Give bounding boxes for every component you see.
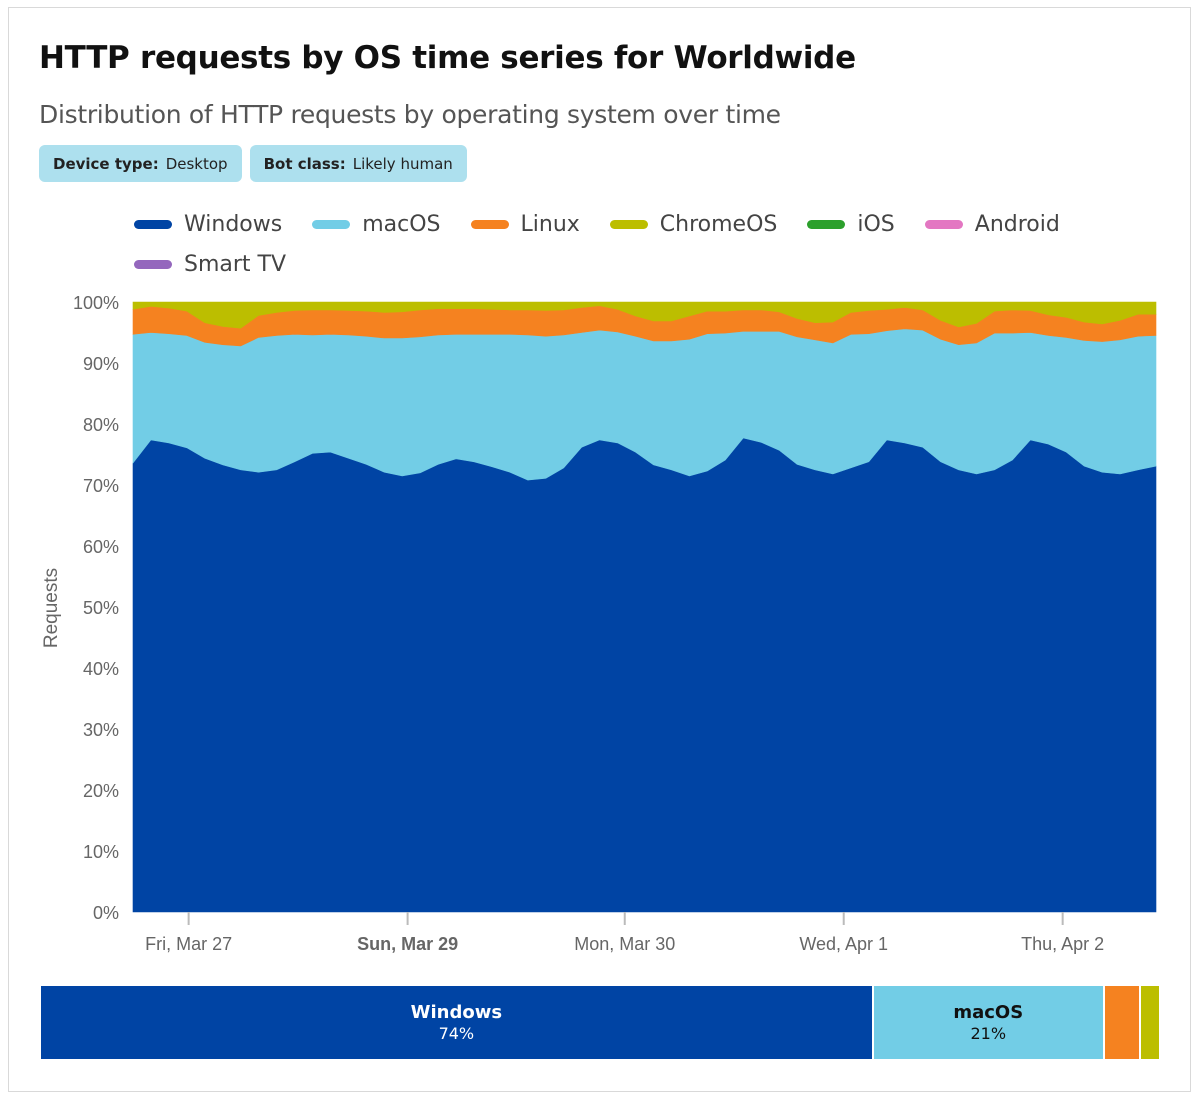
x-tick-label: Wed, Apr 1 [799, 934, 888, 954]
y-tick-label: 0% [93, 903, 119, 923]
filter-chip-device-type[interactable]: Device type: Desktop [39, 145, 242, 182]
y-tick-label: 60% [83, 537, 119, 557]
filter-value: Likely human [352, 154, 453, 173]
area-chromeos[interactable] [132, 301, 1157, 329]
filter-key: Bot class: [263, 154, 346, 173]
legend-swatch [609, 219, 648, 229]
legend-item-ios[interactable]: iOS [807, 210, 895, 238]
legend-swatch [807, 219, 846, 229]
legend-swatch [134, 219, 172, 229]
legend-item-linux[interactable]: Linux [470, 210, 580, 238]
summary-segment-windows[interactable]: Windows 74% [41, 986, 872, 1059]
y-tick-label: 100% [73, 293, 119, 313]
y-tick-label: 30% [83, 720, 119, 740]
area-windows[interactable] [132, 437, 1157, 913]
chart-title: HTTP requests by OS time series for Worl… [39, 40, 856, 76]
summary-segment-2[interactable] [1104, 986, 1139, 1059]
y-tick-label: 20% [83, 781, 119, 801]
legend-item-chromeos[interactable]: ChromeOS [609, 210, 778, 238]
summary-segment-3[interactable] [1140, 986, 1159, 1059]
y-tick-label: 10% [83, 842, 119, 862]
x-tick-label: Fri, Mar 27 [145, 934, 232, 954]
legend-label: Windows [184, 211, 283, 237]
summary-segment-value: 21% [970, 1023, 1007, 1043]
y-tick-label: 80% [83, 415, 119, 435]
summary-segment-label: Windows [410, 1001, 503, 1023]
legend-swatch [470, 219, 509, 229]
legend-swatch [924, 219, 963, 229]
y-axis: 0% 10% 20% 30% 40% 50% 60% 70% 80% 90% 100% [73, 293, 119, 923]
y-tick-label: 70% [83, 476, 119, 496]
legend-label: Android [974, 211, 1060, 237]
filter-chip-bot-class[interactable]: Bot class: Likely human [249, 145, 467, 182]
filter-value: Desktop [165, 154, 228, 173]
y-tick-label: 90% [83, 354, 119, 374]
summary-segment-label: macOS [953, 1001, 1024, 1023]
area-macos[interactable] [132, 328, 1157, 481]
legend-item-macos[interactable]: macOS [312, 210, 441, 238]
legend-swatch [134, 259, 172, 269]
legend-swatch [312, 219, 351, 229]
chart-subtitle: Distribution of HTTP requests by operati… [39, 100, 781, 129]
legend-item-windows[interactable]: Windows [134, 210, 282, 238]
legend-label: iOS [857, 211, 895, 237]
chart-legend: Windows macOS Linux ChromeOS iOS Android Smart… [134, 210, 1094, 278]
filter-chips: Device type: Desktop Bot class: Likely h… [39, 145, 467, 182]
legend-label: Smart TV [184, 251, 287, 277]
summary-segment-value: 74% [438, 1023, 475, 1043]
x-tick-label: Mon, Mar 30 [574, 934, 675, 954]
area-chart: 0% 10% 20% 30% 40% 50% 60% 70% 80% 90% 100% Fri, M… [41, 293, 1157, 954]
x-tick-label: Thu, Apr 2 [1021, 934, 1104, 954]
legend-label: ChromeOS [659, 211, 778, 237]
legend-label: Linux [520, 211, 580, 237]
filter-key: Device type: [53, 154, 159, 173]
y-axis-label: Requests [41, 568, 62, 648]
summary-segment-macos[interactable]: macOS 21% [873, 986, 1103, 1059]
x-axis: Fri, Mar 27 Sun, Mar 29 Mon, Mar 30 Wed, Ap… [145, 912, 1104, 954]
area-series-group [132, 301, 1157, 913]
legend-item-android[interactable]: Android [924, 210, 1060, 238]
legend-item-smart-tv[interactable]: Smart TV [134, 250, 286, 278]
legend-label: macOS [362, 211, 441, 237]
y-tick-label: 50% [83, 598, 119, 618]
x-tick-label: Sun, Mar 29 [357, 934, 458, 954]
summary-bar: Windows 74% macOS 21% [41, 986, 1161, 1059]
y-tick-label: 40% [83, 659, 119, 679]
